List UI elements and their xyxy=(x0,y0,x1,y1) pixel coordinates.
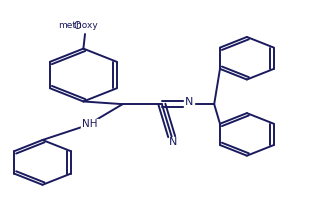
Text: O: O xyxy=(73,21,81,31)
Text: N: N xyxy=(185,97,193,107)
Text: methoxy: methoxy xyxy=(59,21,98,30)
Text: NH: NH xyxy=(81,119,97,129)
Text: N: N xyxy=(169,137,178,147)
